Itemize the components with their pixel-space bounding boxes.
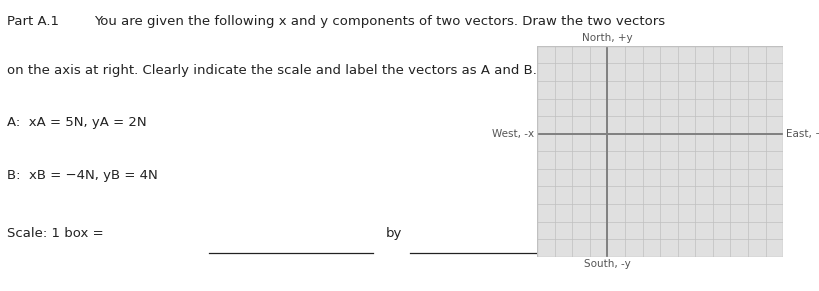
Text: A:  xA = 5N, yA = 2N: A: xA = 5N, yA = 2N xyxy=(7,116,146,129)
Text: on the axis at right. Clearly indicate the scale and label the vectors as A and : on the axis at right. Clearly indicate t… xyxy=(7,64,536,77)
Text: North, +y: North, +y xyxy=(581,33,632,43)
Text: East, +x: East, +x xyxy=(785,129,819,139)
Text: You are given the following x and y components of two vectors. Draw the two vect: You are given the following x and y comp… xyxy=(94,15,664,28)
Text: Part A.1: Part A.1 xyxy=(7,15,58,28)
Text: by: by xyxy=(385,227,401,240)
Text: Scale: 1 box =: Scale: 1 box = xyxy=(7,227,107,240)
Text: West, -x: West, -x xyxy=(491,129,534,139)
Text: B:  xB = −4N, yB = 4N: B: xB = −4N, yB = 4N xyxy=(7,169,157,182)
Text: South, -y: South, -y xyxy=(583,259,630,269)
